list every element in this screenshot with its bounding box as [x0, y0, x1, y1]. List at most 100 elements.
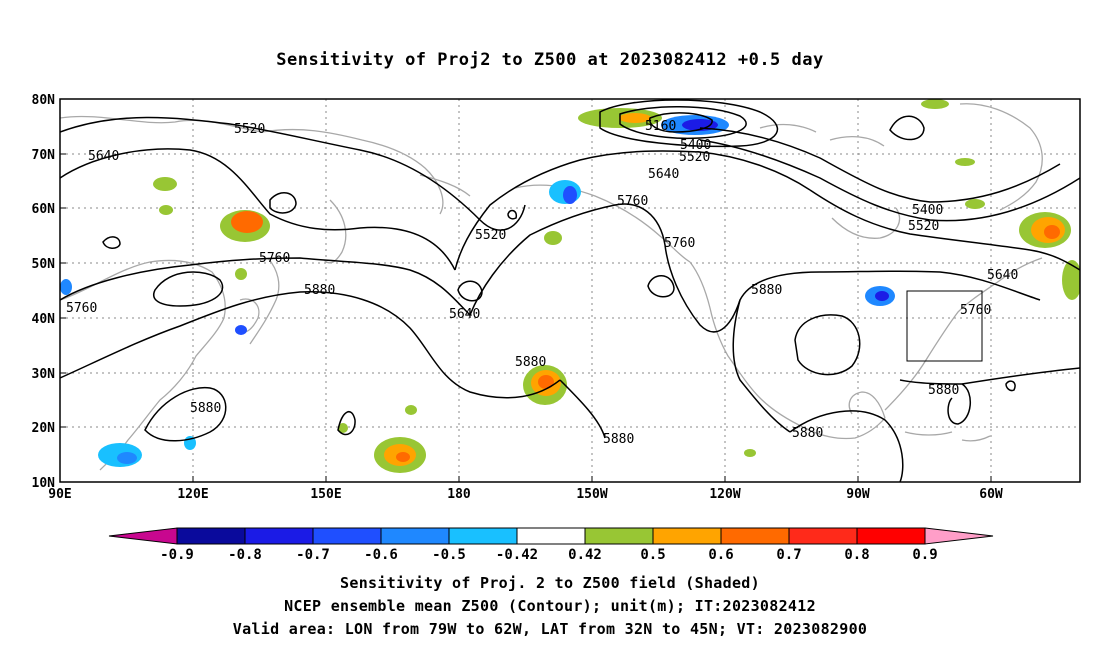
shade-positive-atlantic: [1062, 260, 1080, 300]
valid-area-box: [906, 290, 983, 362]
colorbar-segment: [448, 527, 518, 545]
contour-5640-trough: [454, 150, 811, 271]
contour-5880-west: [60, 291, 561, 399]
colorbar-label: -0.9: [160, 547, 194, 563]
lat-label: 50N: [32, 257, 56, 272]
contour-label: 5640: [648, 167, 679, 182]
contour-closed-asia-b: [269, 192, 297, 214]
contour-5640-east: [809, 189, 1080, 271]
contour-label: 5880: [792, 426, 823, 441]
lon-label: 120E: [177, 487, 208, 502]
contour-label: 5760: [617, 194, 648, 209]
contour-label: 5400: [912, 203, 943, 218]
colorbar-segment: [380, 527, 450, 545]
contour-5880-na: [732, 299, 791, 433]
contour-closed-small-a: [507, 209, 518, 220]
colorbar-label: 0.5: [640, 547, 665, 563]
coast-hudson: [831, 207, 901, 239]
shade-positive-labrador-inner: [1044, 225, 1060, 239]
contour-label: 5880: [603, 432, 634, 447]
contour-5160-low: [649, 112, 713, 133]
colorbar-label: 0.8: [844, 547, 869, 563]
shade-positive-greenland: [921, 99, 949, 109]
contour-closed-low-na: [647, 275, 675, 298]
contour-5880-sub: [789, 410, 904, 482]
contour-5880-isle: [144, 386, 227, 442]
colorbar-segment: [312, 527, 382, 545]
coast-caribbean: [904, 431, 991, 442]
contour-5760-ridge: [469, 203, 1041, 333]
colorbar-label: 0.7: [776, 547, 801, 563]
contour-closed-small-b: [1005, 380, 1016, 392]
lat-label: 40N: [32, 312, 56, 327]
colorbar-label: -0.6: [364, 547, 398, 563]
shade-positive-siberia-b: [159, 205, 173, 215]
contour-label: 5880: [928, 383, 959, 398]
footer-line-2: NCEP ensemble mean Z500 (Contour); unit(…: [284, 597, 816, 615]
coast-alaska: [514, 184, 691, 263]
shade-positive-manchuria: [235, 268, 247, 280]
contour-closed-asia-c: [102, 236, 121, 249]
contour-label: 5520: [234, 122, 265, 137]
colorbar-label: -0.5: [432, 547, 466, 563]
lat-label: 70N: [32, 148, 56, 163]
contour-5400-east: [699, 127, 1061, 203]
contour-label: 5880: [190, 401, 221, 416]
shade-positive-arctic-core: [619, 113, 651, 123]
colorbar-segment: [516, 527, 586, 545]
z500-contours: [60, 99, 1080, 482]
coastlines: [60, 103, 1043, 471]
contour-5520-west: [60, 116, 526, 231]
plot-frame: [59, 98, 1081, 483]
shade-positive-hudson: [955, 158, 975, 166]
coast-na-east: [884, 257, 1043, 411]
colorbar-label: -0.7: [296, 547, 330, 563]
chart-title: Sensitivity of Proj2 to Z500 at 20230824…: [276, 50, 824, 70]
colorbar: [108, 527, 994, 545]
shade-positive-marianas: [338, 423, 348, 433]
colorbar-segment: [176, 527, 246, 545]
footer-line-3: Valid area: LON from 79W to 62W, LAT fro…: [232, 620, 868, 638]
shade-positive-asia-core: [231, 211, 263, 233]
shade-negative-west: [60, 279, 72, 295]
contour-label: 5760: [960, 303, 991, 318]
shade-positive-alaska-south: [544, 231, 562, 245]
contour-5760-west: [60, 257, 471, 316]
coast-japan: [249, 257, 280, 345]
contour-5640-west: [60, 148, 456, 271]
shade-negative-se-asia-core: [117, 452, 137, 464]
shade-negative-alaska-core: [563, 186, 577, 204]
lat-label: 60N: [32, 202, 56, 217]
shade-negative-east-coast-core: [875, 291, 889, 301]
contour-label: 5640: [88, 149, 119, 164]
contour-5880-small: [337, 410, 356, 436]
coast-na-west: [689, 261, 806, 429]
tick-marks: [60, 153, 992, 482]
colorbar-label: -0.8: [228, 547, 262, 563]
lon-label: 150W: [576, 487, 607, 502]
contour-closed-greenland: [889, 115, 925, 141]
colorbar-segment: [856, 527, 926, 545]
lat-label: 30N: [32, 367, 56, 382]
contour-label: 5640: [449, 307, 480, 322]
colorbar-segment: [244, 527, 314, 545]
colorbar-labels: -0.9 -0.8 -0.7 -0.6 -0.5 -0.42 0.42 0.5 0.6 0.7 0.…: [160, 547, 938, 563]
coast-greenland: [959, 103, 1043, 211]
lon-label: 120W: [709, 487, 740, 502]
sensitivity-map: 5520 5640 5760 5760 5880 5880 5880 5880 …: [32, 93, 1081, 563]
contour-label: 5400: [680, 138, 711, 153]
colorbar-segment: [788, 527, 858, 545]
contour-label: 5760: [259, 251, 290, 266]
lon-label: 90W: [846, 487, 870, 502]
contour-5880-hi: [794, 314, 861, 376]
coast-asia-north: [60, 115, 444, 215]
shade-positive-mexico: [744, 449, 756, 457]
contour-closed-asia-a: [153, 271, 224, 307]
colorbar-label: 0.42: [568, 547, 602, 563]
colorbar-segment: [584, 527, 654, 545]
contour-5520-east: [699, 139, 1080, 222]
coast-mexico: [804, 417, 886, 440]
contour-label: 5640: [987, 268, 1018, 283]
shade-positive-siberia-a: [153, 177, 177, 191]
contour-label: 5760: [66, 301, 97, 316]
